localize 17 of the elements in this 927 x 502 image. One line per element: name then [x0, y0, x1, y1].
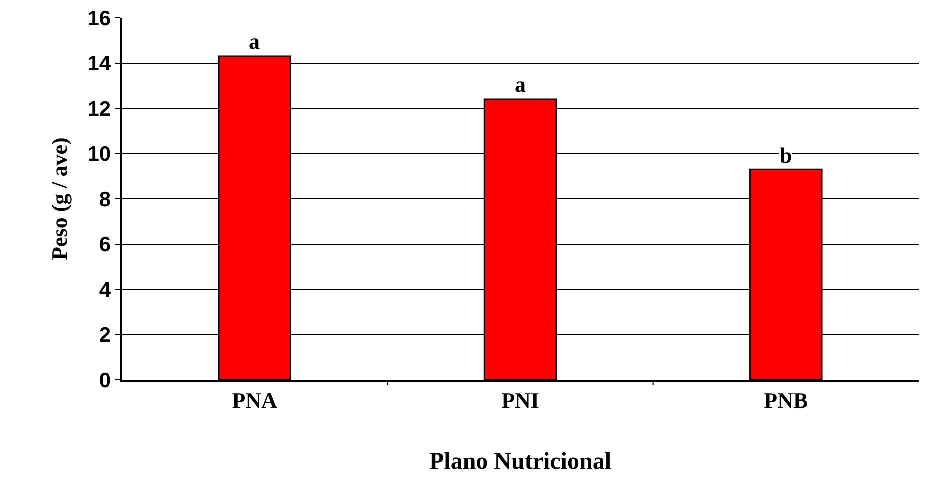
annotation: a	[249, 29, 260, 54]
y-tick-label: 2	[99, 324, 112, 348]
y-tick-label: 6	[99, 234, 112, 257]
y-tick-label: 4	[99, 278, 112, 302]
y-tick-label: 10	[88, 143, 112, 166]
x-tick-label: PNB	[764, 388, 808, 414]
y-tick-label: 16	[88, 7, 112, 30]
annotation: a	[515, 72, 526, 97]
y-tick-label: 12	[88, 98, 112, 121]
x-axis-title: Plano Nutricional	[429, 448, 612, 475]
annotation: b	[780, 143, 792, 168]
y-tick-label: 0	[99, 369, 112, 392]
y-axis-title: Peso (g / ave)	[46, 138, 72, 260]
y-tick-label: 14	[88, 52, 112, 76]
x-tick-label: PNI	[502, 388, 540, 414]
x-tick-label: PNA	[232, 388, 278, 414]
y-tick-label: 8	[99, 188, 112, 212]
